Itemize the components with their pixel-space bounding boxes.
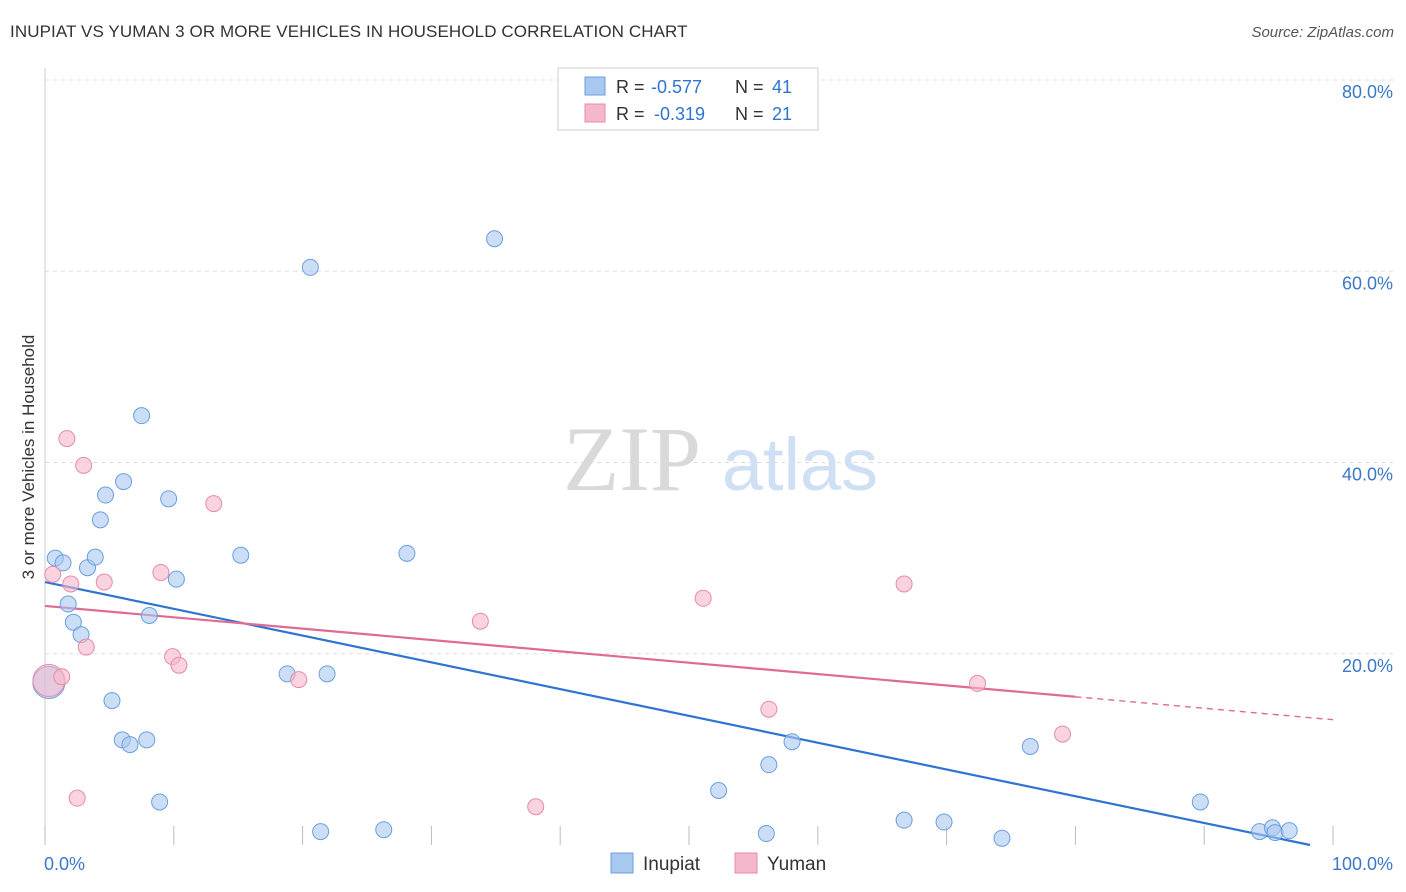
trend-lines (44, 580, 1334, 847)
series-legend-label-yuman: Yuman (767, 854, 826, 875)
point-inupiat (103, 692, 121, 710)
point-yuman (44, 565, 62, 583)
point-inupiat (1191, 793, 1209, 811)
point-inupiat (757, 825, 775, 843)
point-yuman (760, 700, 778, 718)
point-inupiat (138, 731, 156, 749)
gridlines (45, 79, 1393, 655)
source-credit: Source: ZipAtlas.com (1251, 24, 1394, 41)
point-inupiat (86, 548, 104, 566)
point-inupiat (133, 407, 151, 425)
point-yuman (95, 573, 113, 591)
legend-r-value-yuman: -0.319 (654, 104, 705, 124)
legend-r-value-inupiat: -0.577 (651, 77, 702, 97)
point-yuman (205, 495, 223, 513)
x-tick-label: 0.0% (44, 854, 85, 874)
legend-r-label-yuman: R = (616, 104, 645, 124)
point-yuman (53, 668, 71, 686)
point-yuman (1054, 725, 1072, 743)
series-legend-swatch-yuman (734, 852, 758, 874)
point-yuman (68, 789, 86, 807)
watermark-atlas: atlas (722, 423, 878, 506)
legend-n-value-inupiat: 41 (772, 77, 792, 97)
point-inupiat (59, 595, 77, 613)
point-inupiat (486, 230, 504, 248)
watermark-zip: ZIP (563, 408, 701, 510)
legend-r-label-inupiat: R = (616, 77, 645, 97)
series-legend-label-inupiat: Inupiat (643, 854, 701, 875)
legend-n-label-inupiat: N = (735, 77, 764, 97)
axes: 20.0% 40.0% 60.0% 80.0% 0.0% 100.0% (44, 68, 1393, 874)
trend-line-yuman (44, 604, 1076, 698)
point-inupiat (1280, 822, 1298, 840)
point-inupiat (318, 665, 336, 683)
y-axis-label: 3 or more Vehicles in Household (19, 335, 38, 580)
legend-swatch-yuman (584, 103, 606, 123)
point-inupiat (301, 258, 319, 276)
point-yuman (290, 671, 308, 689)
point-inupiat (151, 793, 169, 811)
point-inupiat (993, 829, 1011, 847)
legend-n-label-yuman: N = (735, 104, 764, 124)
point-inupiat (167, 570, 185, 588)
stats-legend: R = -0.577 N = 41 R = -0.319 N = 21 (557, 67, 819, 131)
point-inupiat (398, 544, 416, 562)
y-tick-label: 40.0% (1342, 465, 1393, 485)
x-tick-label: 100.0% (1332, 854, 1393, 874)
point-inupiat (121, 736, 139, 754)
point-inupiat (54, 554, 72, 572)
point-inupiat (97, 486, 115, 504)
point-inupiat (232, 546, 250, 564)
point-inupiat (115, 473, 133, 491)
point-yuman (694, 589, 712, 607)
legend-n-value-yuman: 21 (772, 104, 792, 124)
point-yuman (62, 575, 80, 593)
point-yuman (170, 656, 188, 674)
point-inupiat (760, 756, 778, 774)
point-yuman (969, 674, 987, 692)
data-points (32, 230, 1298, 847)
point-inupiat (710, 781, 728, 799)
chart-title: INUPIAT VS YUMAN 3 OR MORE VEHICLES IN H… (10, 22, 688, 41)
y-tick-label: 60.0% (1342, 273, 1393, 293)
point-yuman (527, 798, 545, 816)
point-inupiat (375, 821, 393, 839)
point-yuman (152, 563, 170, 581)
point-inupiat (895, 811, 913, 829)
point-inupiat (160, 490, 178, 508)
point-inupiat (1021, 738, 1039, 756)
y-tick-label: 80.0% (1342, 82, 1393, 102)
point-yuman (75, 456, 93, 474)
watermark: ZIP atlas (563, 408, 878, 510)
point-inupiat (312, 823, 330, 841)
point-inupiat (1266, 824, 1284, 842)
point-inupiat (140, 607, 158, 624)
series-legend-swatch-inupiat (610, 852, 634, 874)
legend-swatch-inupiat (584, 76, 606, 96)
y-tick-label: 20.0% (1342, 656, 1393, 676)
trend-line-yuman-extension (1075, 696, 1334, 721)
point-inupiat (91, 511, 109, 529)
point-inupiat (64, 613, 82, 631)
point-yuman (58, 430, 76, 448)
point-yuman (471, 612, 489, 630)
trend-line-inupiat (44, 580, 1311, 847)
point-inupiat (935, 813, 953, 831)
point-yuman (895, 575, 913, 593)
point-inupiat (783, 733, 801, 751)
point-yuman (77, 638, 95, 656)
series-legend: Inupiat Yuman (610, 852, 826, 875)
